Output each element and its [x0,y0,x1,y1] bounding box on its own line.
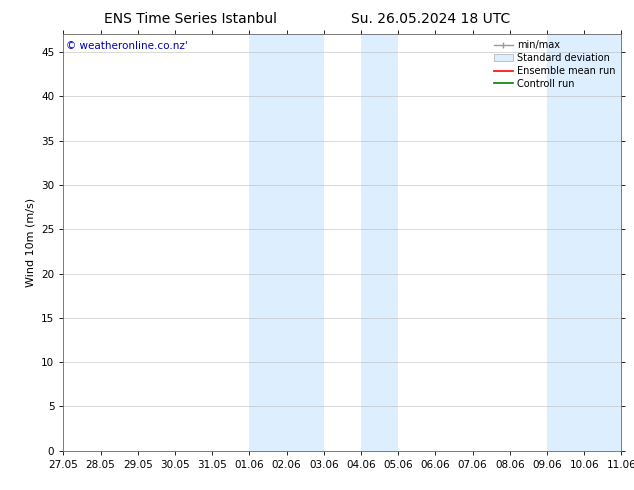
Text: ENS Time Series Istanbul: ENS Time Series Istanbul [104,12,276,26]
Text: Su. 26.05.2024 18 UTC: Su. 26.05.2024 18 UTC [351,12,511,26]
Legend: min/max, Standard deviation, Ensemble mean run, Controll run: min/max, Standard deviation, Ensemble me… [489,36,619,93]
Bar [249,34,324,451]
Text: © weatheronline.co.nz': © weatheronline.co.nz' [66,41,188,50]
Y-axis label: Wind 10m (m/s): Wind 10m (m/s) [25,198,36,287]
Bar [361,34,398,451]
Bar [547,34,621,451]
